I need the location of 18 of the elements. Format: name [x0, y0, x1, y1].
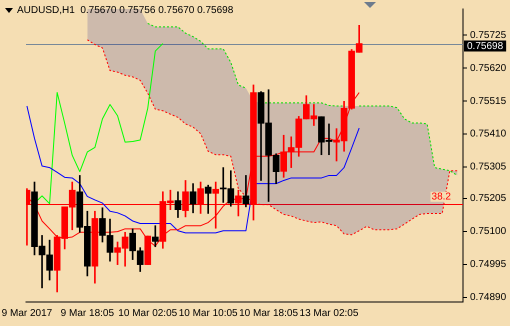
y-tick-label: 0.75515 [470, 96, 507, 107]
y-tick-label: 0.75410 [470, 128, 507, 140]
y-tick-label: 0.74890 [470, 292, 507, 304]
x-tick-label: 9 Mar 18:05 [60, 308, 114, 319]
y-tick-label: 0.74995 [470, 259, 507, 270]
y-tick-label: 0.75205 [470, 193, 507, 204]
y-tick-label: 0.75305 [470, 162, 507, 173]
x-tick-label: 10 Mar 10:05 [178, 308, 238, 319]
annotation: 38.2 [432, 191, 452, 202]
y-tick-label: 0.75620 [470, 62, 507, 74]
y-tick-label: 0.75100 [470, 226, 507, 238]
x-tick-label: 13 Mar 02:05 [300, 308, 359, 319]
ref-line-label: 0.75698 [467, 40, 504, 52]
y-tick-label: 0.75725 [470, 30, 507, 41]
x-tick-label: 10 Mar 18:05 [239, 308, 298, 319]
x-tick-label: 9 Mar 2017 [2, 308, 53, 319]
chart-title: AUDUSD,H1 0.75670 0.75756 0.75670 0.75698 [17, 4, 234, 16]
x-tick-label: 10 Mar 02:05 [118, 308, 178, 319]
